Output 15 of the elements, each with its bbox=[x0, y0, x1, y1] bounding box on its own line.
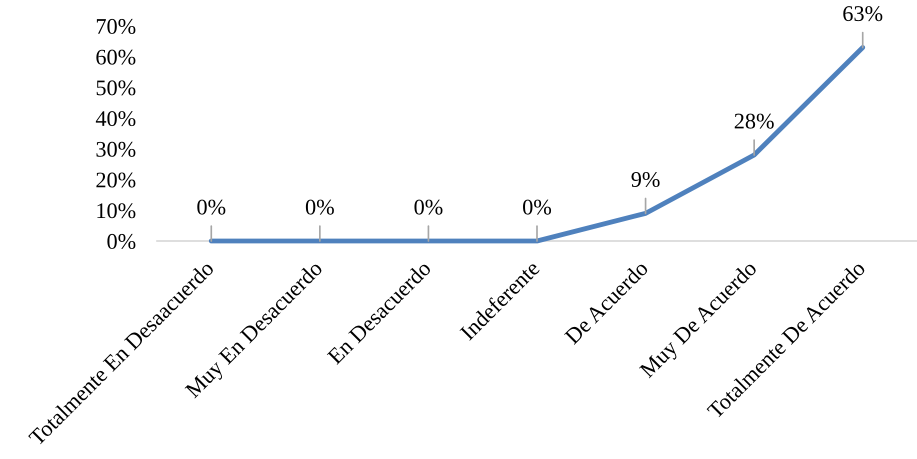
y-tick-label: 20% bbox=[96, 172, 136, 188]
data-label: 0% bbox=[523, 200, 552, 215]
y-tick-label: 10% bbox=[97, 203, 136, 218]
y-tick-label: 70% bbox=[96, 18, 136, 34]
y-tick-label: 40% bbox=[96, 111, 136, 126]
data-label: 63% bbox=[843, 6, 882, 22]
data-label: 28% bbox=[734, 114, 774, 129]
data-label: 0% bbox=[197, 200, 226, 215]
data-label: 9% bbox=[631, 172, 660, 188]
data-label: 0% bbox=[306, 200, 334, 215]
y-tick-label: 30% bbox=[96, 142, 136, 157]
y-tick-label: 50% bbox=[96, 80, 136, 96]
y-tick-label: 60% bbox=[96, 50, 136, 65]
y-tick-label: 0% bbox=[107, 234, 136, 249]
data-label: 0% bbox=[414, 200, 442, 215]
